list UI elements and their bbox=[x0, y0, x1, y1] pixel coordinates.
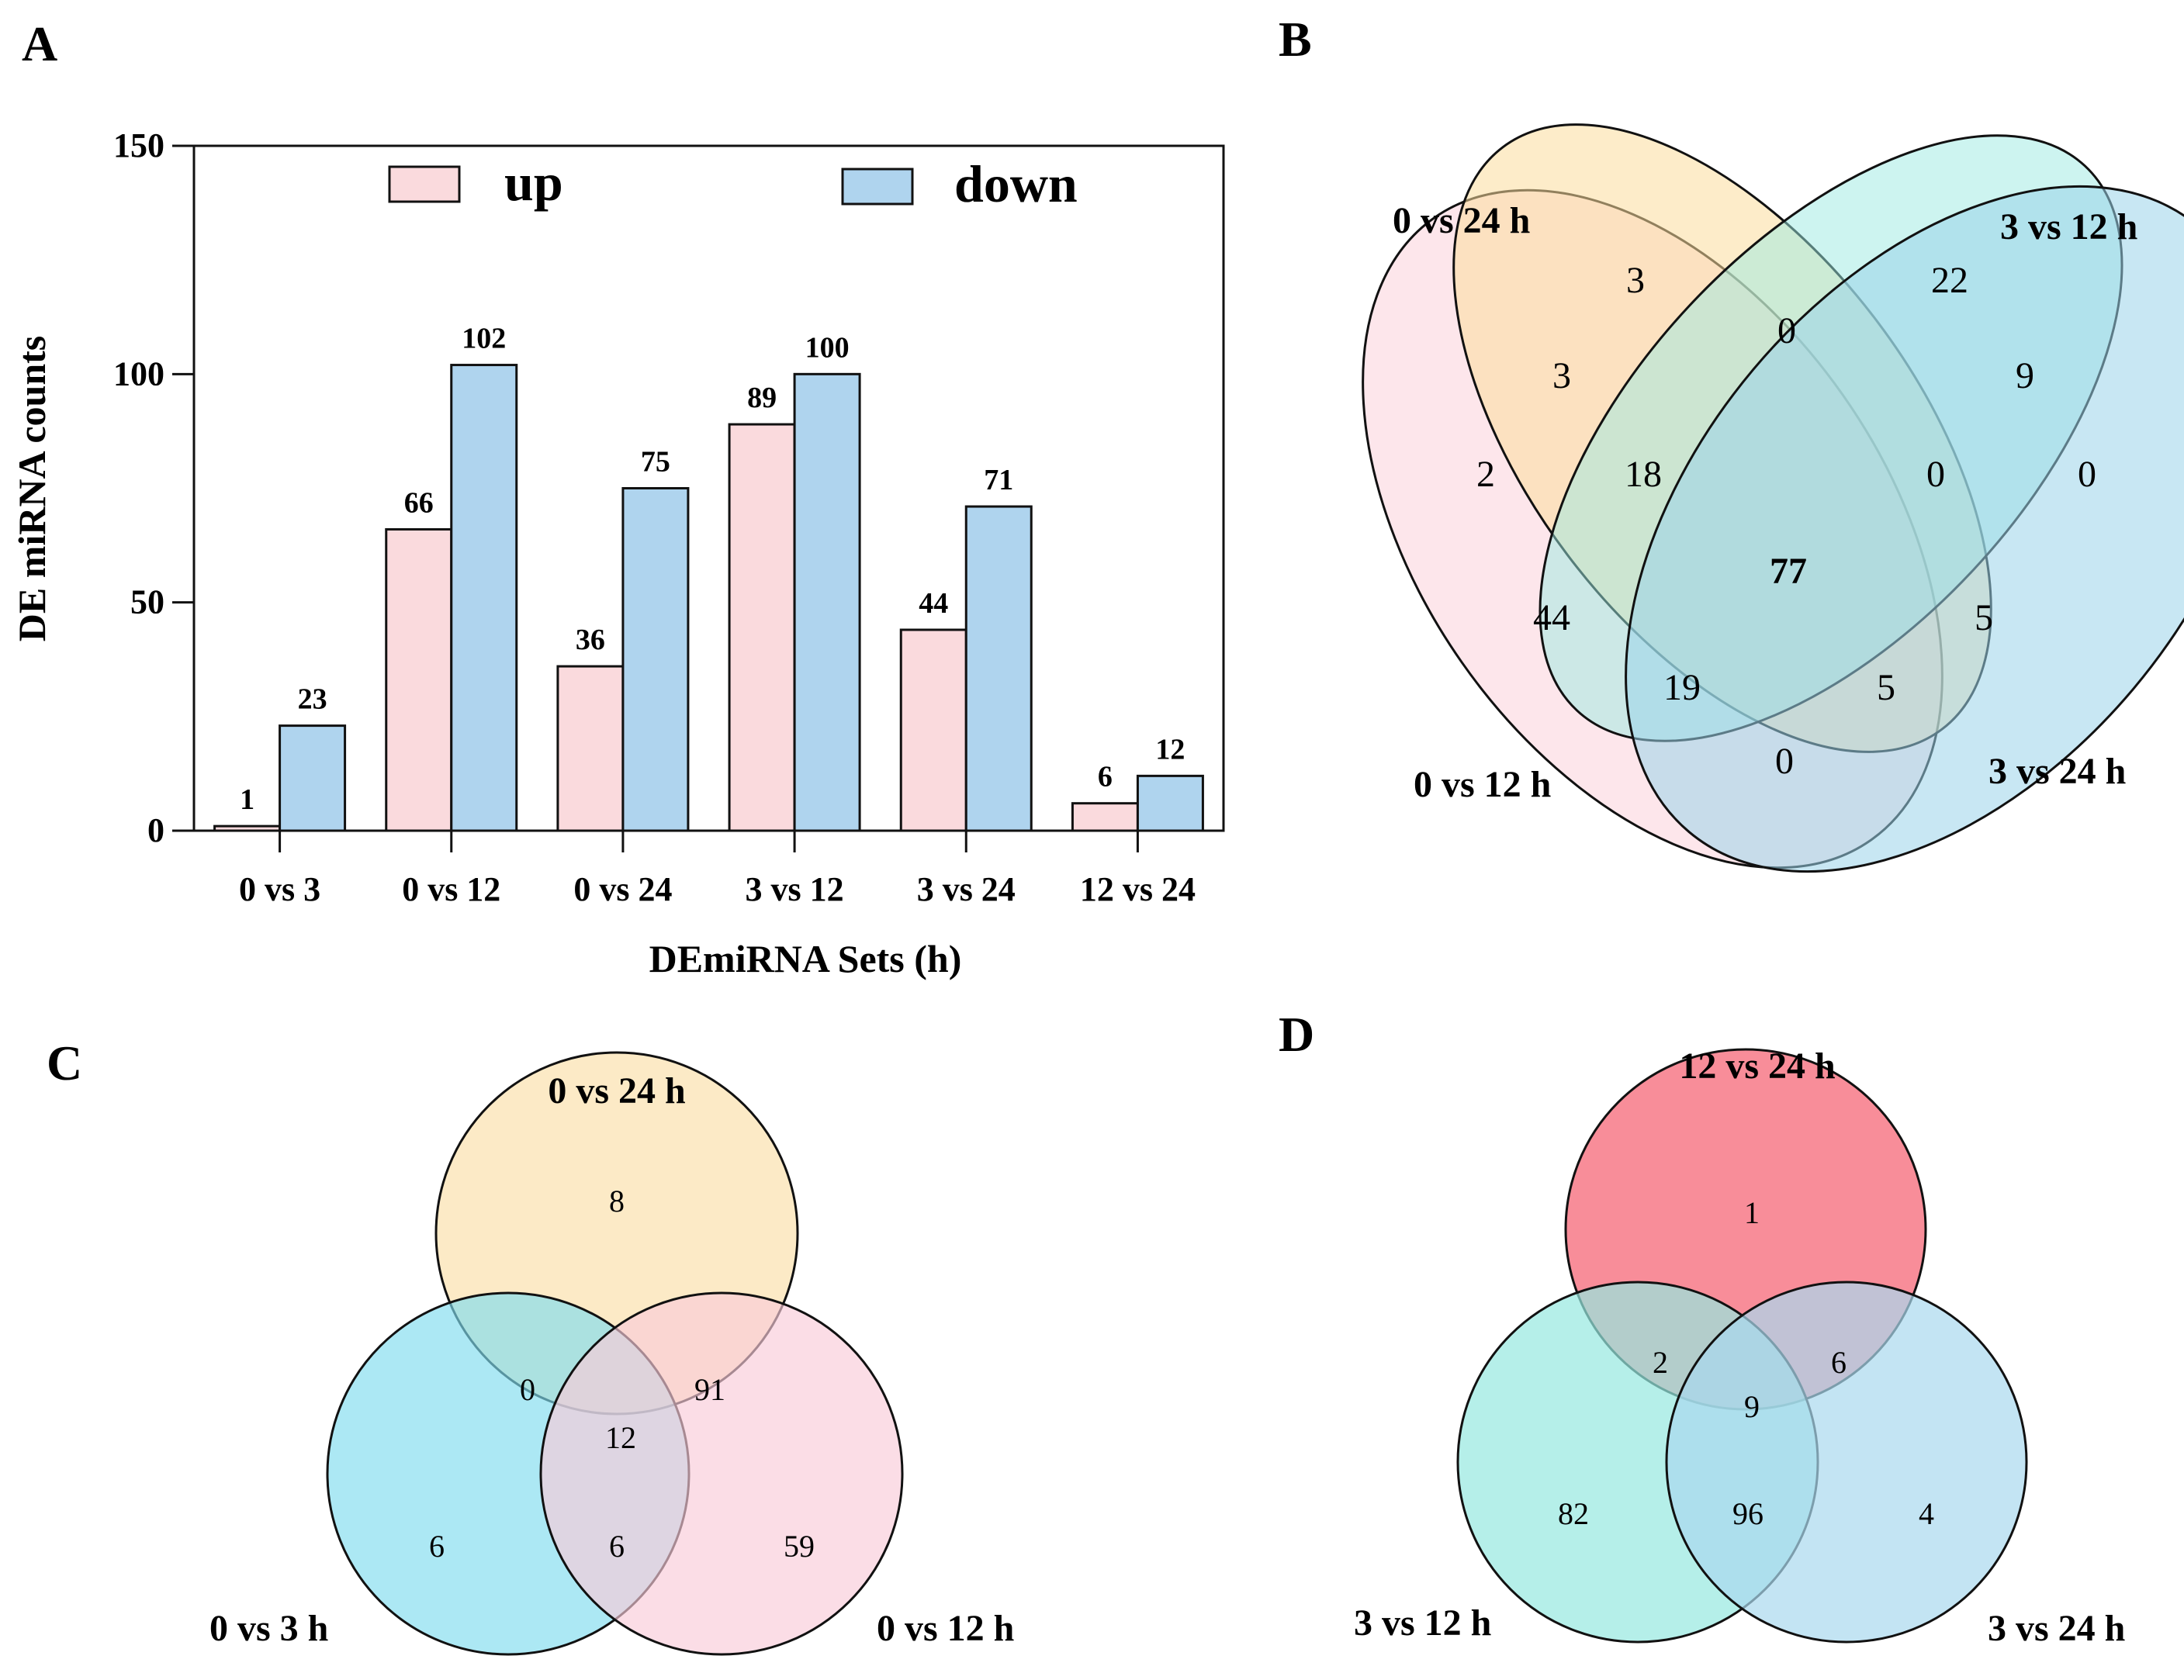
venn-c-count: 12 bbox=[605, 1420, 636, 1455]
venn-b-count: 22 bbox=[1931, 260, 1968, 301]
bar-label-up: 1 bbox=[240, 783, 254, 816]
venn-b-count: 0 bbox=[1926, 454, 1945, 495]
x-tick-label: 0 vs 24 bbox=[573, 870, 672, 908]
panel-letter-a: A bbox=[22, 16, 57, 71]
bar-up bbox=[556, 665, 625, 832]
venn-d-count: 4 bbox=[1919, 1496, 1934, 1531]
bar-label-up: 89 bbox=[747, 382, 777, 414]
bar-label-up: 44 bbox=[919, 587, 948, 620]
venn-b-count: 5 bbox=[1877, 667, 1895, 708]
venn-b-count: 5 bbox=[1975, 597, 1993, 638]
bar-up bbox=[728, 423, 796, 832]
venn-b-count-core: 77 bbox=[1770, 551, 1807, 592]
y-tick-label: 150 bbox=[113, 126, 164, 164]
panel-a: A 0 50 100 150 0 vs 3 0 vs 12 0 vs 24 3 vs 12 3… bbox=[10, 16, 1225, 980]
bar-down bbox=[279, 724, 347, 832]
x-tick-label: 3 vs 24 bbox=[917, 870, 1016, 908]
x-tick-label: 12 vs 24 bbox=[1080, 870, 1196, 908]
venn-b-count: 0 bbox=[2078, 454, 2096, 495]
bar-label-down: 12 bbox=[1155, 733, 1185, 766]
venn-d-count: 2 bbox=[1653, 1345, 1668, 1380]
x-tick-label: 3 vs 12 bbox=[746, 870, 844, 908]
bar-label-up: 36 bbox=[576, 624, 605, 656]
venn-c-label-0vs24: 0 vs 24 h bbox=[548, 1070, 685, 1111]
venn-b-count: 9 bbox=[2016, 355, 2034, 396]
venn-d-label-3vs12: 3 vs 12 h bbox=[1354, 1602, 1491, 1644]
venn-b-count: 0 bbox=[1775, 741, 1794, 782]
y-tick-label: 50 bbox=[130, 583, 164, 621]
venn-c-count: 59 bbox=[784, 1529, 815, 1564]
venn-b-count: 19 bbox=[1663, 667, 1701, 708]
x-tick-label: 0 vs 3 bbox=[239, 870, 320, 908]
venn-c-label-0vs12: 0 vs 12 h bbox=[877, 1608, 1014, 1649]
venn-b-label-0vs12: 0 vs 12 h bbox=[1414, 764, 1551, 805]
legend-swatch-down bbox=[841, 168, 914, 206]
bar-label-up: 66 bbox=[404, 486, 434, 519]
venn-d-count: 9 bbox=[1744, 1389, 1760, 1424]
x-axis-title: DEmiRNA Sets (h) bbox=[649, 937, 962, 980]
bar-up bbox=[1071, 802, 1139, 832]
venn-d-set-3vs24 bbox=[1665, 1281, 2028, 1644]
bars bbox=[213, 364, 1204, 832]
bar-label-down: 102 bbox=[462, 323, 506, 355]
bar-down bbox=[964, 505, 1033, 832]
venn-c-label-0vs3: 0 vs 3 h bbox=[209, 1608, 328, 1649]
venn-c-count: 8 bbox=[609, 1184, 625, 1219]
bar-label-down: 100 bbox=[805, 331, 850, 364]
panel-letter-b: B bbox=[1279, 12, 1312, 67]
venn-d-count: 96 bbox=[1732, 1496, 1763, 1531]
bar-label-down: 71 bbox=[984, 464, 1013, 496]
bar-down bbox=[1136, 774, 1204, 832]
plot-frame-a bbox=[192, 144, 1225, 832]
legend-swatch-up bbox=[388, 165, 461, 203]
y-tick-label: 0 bbox=[147, 811, 164, 849]
panel-c: C 0 vs 24 h 0 vs 3 h 0 vs 12 h 8 0 91 12… bbox=[47, 1035, 1014, 1656]
legend: up down bbox=[388, 153, 1078, 213]
venn-d-label-3vs24: 3 vs 24 h bbox=[1988, 1608, 2125, 1649]
venn-b-count: 3 bbox=[1552, 355, 1571, 396]
y-axis: 0 50 100 150 bbox=[113, 126, 194, 849]
venn-d-count: 82 bbox=[1558, 1496, 1589, 1531]
venn-c-count: 0 bbox=[520, 1372, 535, 1407]
bar-down bbox=[793, 372, 861, 832]
venn-c-set-0vs12 bbox=[539, 1291, 904, 1656]
bar-value-labels: 1 23 66 102 36 75 89 100 44 71 6 12 bbox=[240, 323, 1185, 817]
venn-b-count: 0 bbox=[1777, 310, 1796, 351]
bar-up bbox=[385, 527, 453, 832]
venn-b-label-3vs12: 3 vs 12 h bbox=[2000, 206, 2137, 247]
legend-label-up: up bbox=[504, 153, 563, 212]
panel-b: B 0 vs 24 h 3 vs 12 h 0 vs 12 h 3 vs 24 … bbox=[1279, 12, 2184, 873]
y-axis-title: DE miRNA counts bbox=[10, 336, 54, 641]
panel-letter-c: C bbox=[47, 1035, 82, 1091]
bar-label-down: 75 bbox=[641, 446, 670, 479]
bar-up bbox=[213, 824, 282, 832]
bar-down bbox=[621, 487, 690, 832]
venn-c-count: 91 bbox=[694, 1372, 725, 1407]
venn-b-count: 44 bbox=[1533, 597, 1570, 638]
x-axis: 0 vs 3 0 vs 12 0 vs 24 3 vs 12 3 vs 24 12 vs … bbox=[239, 831, 1196, 908]
venn-b-label-3vs24: 3 vs 24 h bbox=[1988, 751, 2126, 792]
venn-b-label-0vs24: 0 vs 24 h bbox=[1393, 200, 1530, 241]
venn-c-count: 6 bbox=[609, 1529, 625, 1564]
venn-d-label-12vs24: 12 vs 24 h bbox=[1679, 1046, 1835, 1087]
x-tick-label: 0 vs 12 bbox=[402, 870, 500, 908]
panel-d: D 12 vs 24 h 3 vs 12 h 3 vs 24 h 1 2 6 9… bbox=[1279, 1007, 2125, 1649]
bar-label-down: 23 bbox=[298, 683, 327, 716]
venn-b-count: 2 bbox=[1476, 454, 1495, 495]
venn-b-count: 3 bbox=[1626, 260, 1645, 301]
venn-b-count: 18 bbox=[1625, 454, 1662, 495]
bar-up bbox=[899, 628, 967, 832]
panel-letter-d: D bbox=[1279, 1007, 1314, 1062]
venn-b-set-3vs24 bbox=[1625, 185, 2184, 873]
venn-d-count: 1 bbox=[1744, 1195, 1760, 1230]
venn-c-count: 6 bbox=[429, 1529, 445, 1564]
y-tick-label: 100 bbox=[113, 354, 164, 392]
bar-down bbox=[450, 364, 518, 832]
bar-label-up: 6 bbox=[1098, 761, 1113, 793]
legend-label-down: down bbox=[954, 154, 1078, 213]
venn-d-count: 6 bbox=[1831, 1345, 1847, 1380]
